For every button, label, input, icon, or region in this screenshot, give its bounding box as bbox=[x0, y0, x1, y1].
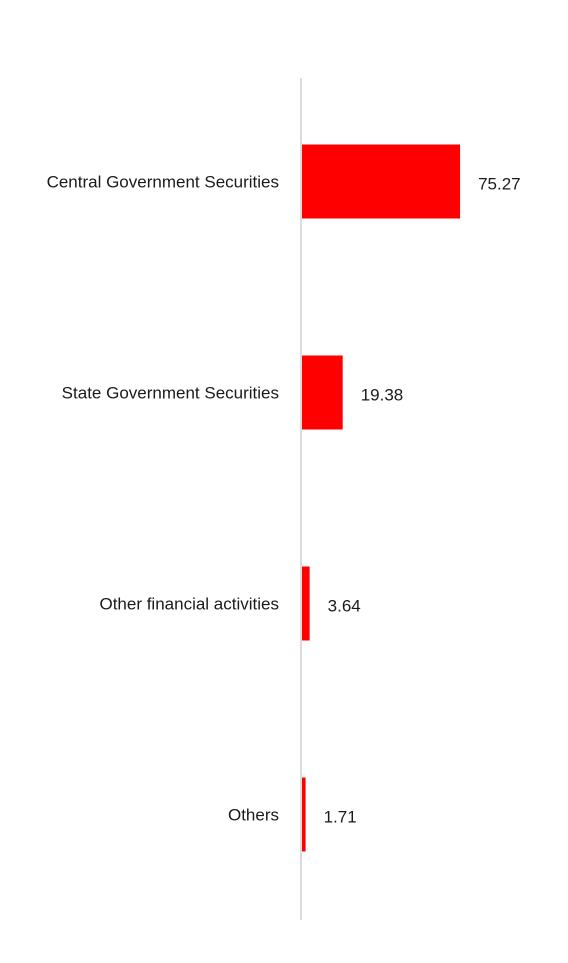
category-label-central-government-securities: Central Government Securities bbox=[47, 173, 279, 192]
category-label-state-government-securities: State Government Securities bbox=[62, 384, 279, 403]
bars-layer bbox=[302, 144, 461, 852]
bar-others bbox=[302, 777, 306, 852]
value-label-others: 1.71 bbox=[324, 808, 357, 827]
value-label-state-government-securities: 19.38 bbox=[361, 386, 404, 405]
bar-central-government-securities bbox=[302, 144, 461, 219]
category-label-other-financial-activities: Other financial activities bbox=[99, 595, 279, 614]
bar-other-financial-activities bbox=[302, 566, 310, 641]
value-label-central-government-securities: 75.27 bbox=[478, 175, 521, 194]
bar-state-government-securities bbox=[302, 355, 343, 430]
labels-layer: Central Government Securities 75.27 State … bbox=[47, 173, 521, 827]
category-label-others: Others bbox=[228, 806, 279, 825]
value-label-other-financial-activities: 3.64 bbox=[328, 597, 361, 616]
